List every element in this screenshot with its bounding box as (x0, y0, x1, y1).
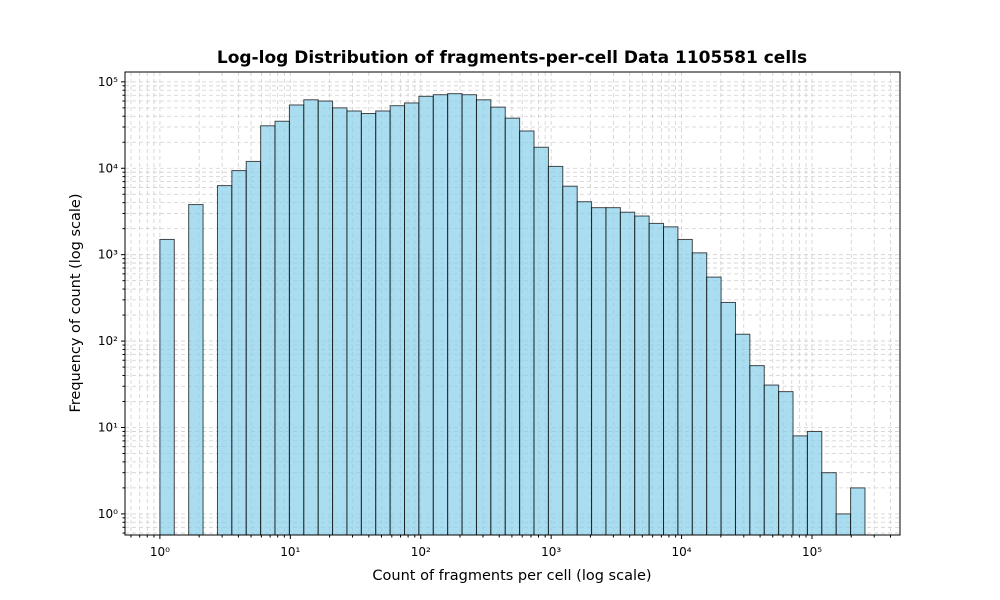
x-tick-label: 10⁵ (802, 545, 822, 559)
bar (576, 201, 593, 536)
chart-title: Log-log Distribution of fragments-per-ce… (217, 48, 807, 68)
bar (835, 513, 852, 536)
x-tick-label: 10³ (541, 545, 561, 559)
x-tick-label: 10⁴ (672, 545, 692, 559)
y-axis-label: Frequency of count (log scale) (68, 193, 84, 412)
bar (288, 104, 305, 536)
x-axis-label: Count of fragments per cell (log scale) (372, 568, 651, 584)
bar (504, 117, 521, 536)
bar (346, 110, 362, 536)
bar (519, 130, 535, 536)
bar (447, 93, 463, 536)
bar (734, 333, 751, 536)
x-tick-label: 10⁰ (150, 545, 170, 559)
bar (260, 125, 276, 536)
y-tick-label: 10² (98, 334, 118, 348)
bar (619, 211, 636, 536)
axes: 10⁰ 10¹ 10² 10³ 10⁴ 10⁵ 10⁰ 10¹ 10² 10³ 10⁴ 10⁵ (98, 71, 901, 559)
bar (332, 107, 348, 536)
bar (648, 222, 665, 536)
plot-frame (124, 71, 901, 536)
x-tick-label: 10¹ (280, 545, 300, 559)
bar (806, 430, 823, 536)
y-tick-label: 10⁵ (98, 75, 118, 89)
bar (547, 165, 564, 536)
bar (159, 238, 175, 536)
bar (303, 99, 319, 536)
bar (605, 207, 621, 536)
bar (591, 207, 607, 536)
bar (188, 204, 204, 536)
bar (821, 472, 837, 536)
bar (432, 94, 449, 536)
bar (375, 110, 391, 536)
bar (418, 95, 434, 536)
bar (231, 170, 247, 536)
bar (663, 226, 679, 536)
bar (461, 94, 477, 536)
x-tick-label: 10² (411, 545, 431, 559)
y-tick-label: 10¹ (98, 420, 118, 434)
bar (475, 99, 492, 536)
bar (634, 215, 650, 536)
bar (706, 276, 722, 536)
bar (720, 301, 736, 536)
bar (317, 100, 334, 536)
bar (389, 105, 406, 536)
bar (245, 160, 262, 536)
bar (490, 106, 506, 536)
y-tick-label: 10⁰ (98, 507, 118, 521)
bar (404, 102, 420, 536)
bar (792, 435, 808, 536)
y-tick-label: 10⁴ (98, 161, 118, 175)
bar (562, 185, 578, 536)
bar (360, 113, 377, 536)
bar (850, 487, 866, 536)
bar (691, 252, 708, 536)
y-tick-label: 10³ (98, 248, 118, 262)
bar (216, 185, 233, 536)
bar (749, 365, 765, 536)
bar (533, 146, 549, 536)
bar (677, 238, 693, 536)
bar (778, 391, 794, 536)
bar (763, 384, 780, 536)
bar (274, 120, 290, 536)
